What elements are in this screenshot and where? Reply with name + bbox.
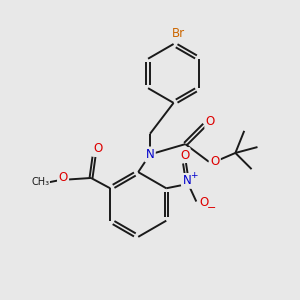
Text: O: O <box>93 142 102 155</box>
Text: O: O <box>206 115 215 128</box>
Text: O: O <box>199 196 208 209</box>
Text: Br: Br <box>171 27 184 40</box>
Text: O: O <box>210 155 219 168</box>
Text: N: N <box>146 148 154 161</box>
Text: O: O <box>180 148 189 161</box>
Text: O: O <box>58 172 68 184</box>
Text: +: + <box>190 171 198 180</box>
Text: −: − <box>207 203 216 213</box>
Text: N: N <box>183 174 192 188</box>
Text: CH₃: CH₃ <box>31 177 49 188</box>
